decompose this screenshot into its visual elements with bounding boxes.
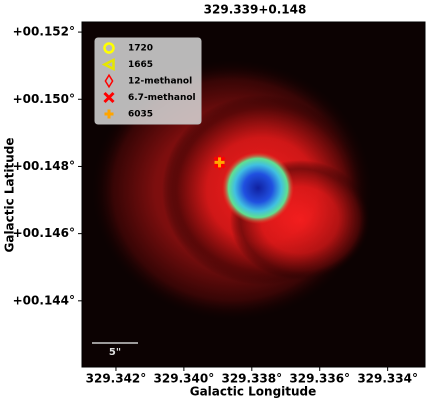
scale-bar-label: 5": [109, 347, 121, 358]
y-tick-label: +00.150°: [13, 92, 75, 106]
x-tick-label: 329.342°: [86, 372, 147, 386]
y-tick-label: +00.146°: [13, 226, 75, 240]
legend-label: 12-methanol: [128, 77, 192, 87]
y-tick-label: +00.148°: [13, 159, 75, 173]
image: [82, 22, 425, 367]
plot-frame: [81, 21, 426, 368]
y-tick-label: +00.144°: [13, 293, 75, 307]
chart-title: 329.339+0.148: [204, 3, 307, 17]
legend-marker: [104, 109, 114, 119]
legend-label: 1665: [128, 60, 153, 70]
x-tick-label: 329.336°: [289, 372, 350, 386]
x-tick-label: 329.340°: [154, 372, 215, 386]
legend-label: 1720: [128, 44, 153, 54]
legend-marker: [103, 91, 115, 104]
y-axis-label: Galactic Latitude: [3, 137, 17, 252]
legend-marker: [101, 57, 115, 72]
legend-marker: [103, 42, 115, 54]
x-axis-label: Galactic Longitude: [190, 385, 317, 399]
y-tick-label: +00.152°: [13, 25, 75, 39]
x-tick-label: 329.338°: [221, 372, 282, 386]
legend-marker: [104, 73, 114, 89]
legend-label: 6035: [128, 110, 153, 120]
legend: [94, 37, 202, 125]
x-tick-label: 329.334°: [357, 372, 418, 386]
legend-label: 6.7-methanol: [128, 93, 196, 103]
point: [214, 157, 225, 168]
